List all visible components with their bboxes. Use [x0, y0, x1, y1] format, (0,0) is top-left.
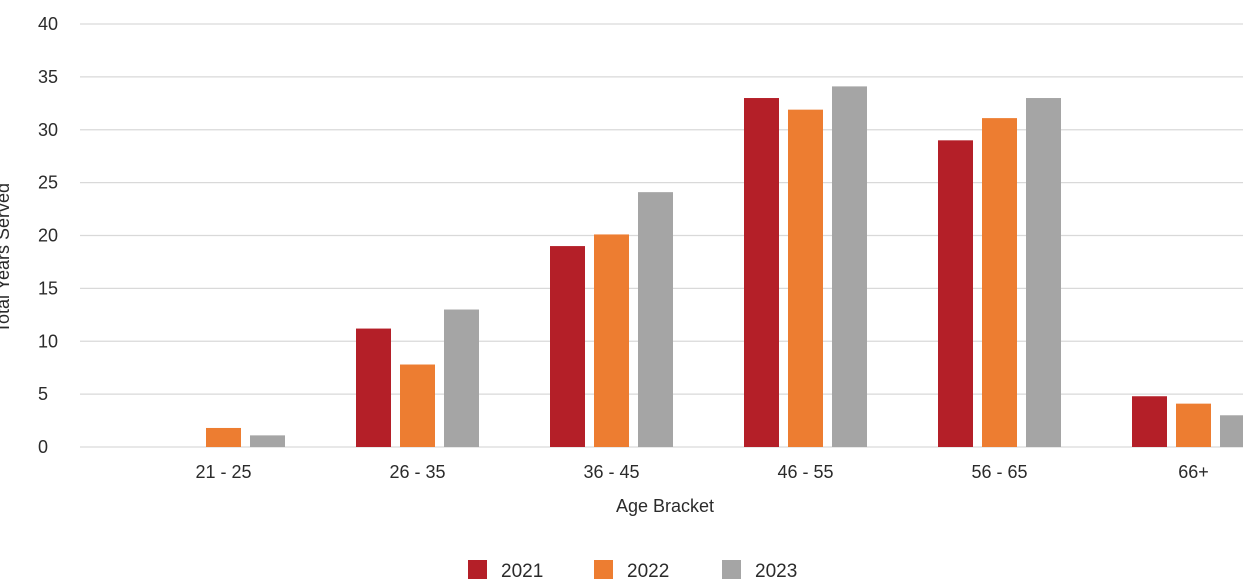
bar-2022-26-35 — [400, 364, 435, 447]
y-tick-label: 20 — [38, 226, 58, 246]
y-axis-ticks: 0 5 10 15 20 25 30 35 40 — [38, 14, 58, 457]
y-tick-label: 40 — [38, 14, 58, 34]
y-tick-label: 0 — [38, 437, 48, 457]
y-axis-title: Total Years Served — [0, 183, 13, 333]
bar-2023-56-65 — [1026, 98, 1061, 448]
legend: 2021 2022 2023 — [468, 560, 797, 581]
bar-2021-46-55 — [744, 98, 779, 448]
y-tick-label: 5 — [38, 384, 48, 404]
x-tick-label: 46 - 55 — [777, 462, 833, 482]
y-tick-label: 10 — [38, 331, 58, 351]
bar-2022-66+ — [1176, 403, 1211, 447]
y-tick-label: 15 — [38, 278, 58, 298]
bar-2023-21-25 — [250, 435, 285, 447]
y-tick-label: 35 — [38, 67, 58, 87]
bar-2021-36-45 — [550, 246, 585, 447]
y-tick-label: 30 — [38, 120, 58, 140]
x-tick-label: 36 - 45 — [583, 462, 639, 482]
legend-label-2021: 2021 — [501, 561, 543, 581]
legend-label-2022: 2022 — [627, 561, 669, 581]
bar-2022-21-25 — [206, 427, 241, 447]
bar-2021-56-65 — [938, 140, 973, 447]
y-tick-label: 25 — [38, 173, 58, 193]
legend-label-2023: 2023 — [755, 561, 797, 581]
legend-swatch-2021 — [468, 560, 487, 579]
x-axis-title: Age Bracket — [616, 496, 714, 516]
bars — [206, 86, 1243, 448]
bar-2022-56-65 — [982, 118, 1017, 448]
x-axis-ticks: 21 - 25 26 - 35 36 - 45 46 - 55 56 - 65 66+ — [195, 462, 1208, 482]
bar-2023-46-55 — [832, 86, 867, 447]
bar-2023-26-35 — [444, 309, 479, 447]
legend-swatch-2022 — [594, 560, 613, 579]
x-tick-label: 56 - 65 — [971, 462, 1027, 482]
bar-2022-36-45 — [594, 234, 629, 447]
bar-2021-66+ — [1132, 396, 1167, 447]
x-tick-label: 66+ — [1178, 462, 1209, 482]
x-tick-label: 26 - 35 — [389, 462, 445, 482]
legend-swatch-2023 — [722, 560, 741, 579]
bar-2022-46-55 — [788, 109, 823, 447]
bar-2023-66+ — [1220, 415, 1243, 447]
bar-2023-36-45 — [638, 192, 673, 447]
bar-2021-26-35 — [356, 328, 391, 447]
x-tick-label: 21 - 25 — [195, 462, 251, 482]
